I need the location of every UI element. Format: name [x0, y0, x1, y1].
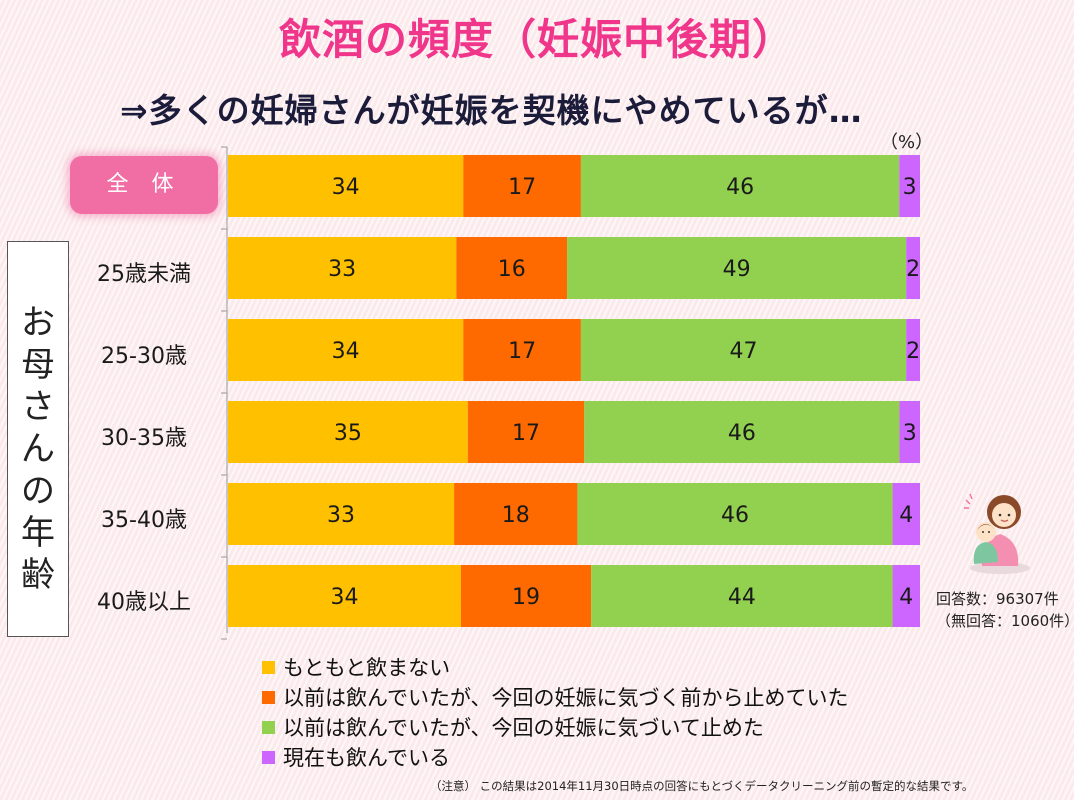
chart-legend: もともと飲まない 以前は飲んでいたが、今回の妊娠に気づく前から止めていた 以前は…	[262, 652, 849, 772]
legend-label: 以前は飲んでいたが、今回の妊娠に気づく前から止めていた	[283, 686, 849, 710]
chart-title: 飲酒の頻度（妊娠中後期）	[278, 15, 795, 64]
bar-segment	[228, 319, 464, 381]
bar-value-label: 17	[512, 421, 540, 446]
bar-segment	[228, 155, 464, 217]
bar-value-label: 3	[903, 421, 917, 446]
legend-label: 以前は飲んでいたが、今回の妊娠に気づいて止めた	[283, 716, 764, 740]
category-label-35-40: 35-40歳	[101, 508, 187, 533]
bar-segment	[454, 483, 578, 545]
bar-segment	[906, 237, 920, 299]
bar-segment	[567, 237, 907, 299]
bar-segment	[460, 565, 592, 627]
bar-value-label: 49	[723, 257, 751, 282]
bar-value-label: 34	[332, 339, 360, 364]
bar-value-label: 18	[502, 503, 530, 528]
category-label-all: 全 体	[70, 156, 218, 214]
legend-item: もともと飲まない	[262, 652, 849, 682]
bar-segment	[228, 565, 461, 627]
bar-segment	[456, 237, 568, 299]
legend-label: もともと飲まない	[283, 656, 451, 680]
legend-swatch	[262, 690, 275, 704]
bar-value-label: 35	[334, 421, 362, 446]
bar-segment	[892, 483, 920, 545]
bar-segment	[228, 401, 468, 463]
legend-swatch	[262, 720, 275, 734]
bar-segment	[463, 319, 581, 381]
bar-segment	[591, 565, 893, 627]
footnote: （注意） この結果は2014年11月30日時点の回答にもとづくデータクリーニング…	[430, 779, 974, 793]
bar-value-label: 2	[906, 339, 920, 364]
response-count: 回答数：96307件	[936, 590, 1059, 608]
legend-label: 現在も飲んでいる	[283, 746, 450, 770]
bar-segment	[580, 319, 907, 381]
bar-value-label: 4	[899, 585, 913, 610]
category-label-25-30: 25-30歳	[101, 344, 187, 369]
bar-value-label: 4	[899, 503, 913, 528]
bar-value-label: 34	[330, 585, 358, 610]
bar-value-label: 34	[332, 175, 360, 200]
chart-subtitle: ⇒多くの妊婦さんが妊娠を契機にやめているが…	[120, 91, 863, 130]
legend-swatch	[262, 660, 275, 674]
bar-value-label: 17	[508, 339, 536, 364]
bar-segment	[899, 155, 920, 217]
bar-value-label: 17	[508, 175, 536, 200]
legend-swatch	[262, 750, 275, 764]
bar-segment	[584, 401, 900, 463]
bar-value-label: 33	[327, 503, 355, 528]
bar-value-label: 46	[728, 421, 756, 446]
bar-value-label: 16	[498, 257, 526, 282]
bar-value-label: 3	[903, 175, 917, 200]
category-label-under25: 25歳未満	[97, 262, 191, 287]
unit-label: （%）	[880, 132, 934, 153]
bar-segment	[892, 565, 920, 627]
bar-segment	[906, 319, 920, 381]
bar-segment	[463, 155, 581, 217]
bar-segment	[228, 483, 455, 545]
bar-value-label: 19	[512, 585, 540, 610]
age-group-box: お母さんの年齢	[7, 241, 69, 637]
category-label-30-35: 30-35歳	[101, 426, 187, 451]
bar-value-label: 46	[726, 175, 754, 200]
age-group-label: お母さんの年齢	[21, 303, 55, 595]
bar-segment	[899, 401, 920, 463]
no-response-count: （無回答：1060件）	[936, 612, 1074, 630]
bar-segment	[228, 237, 457, 299]
bar-segment	[577, 483, 893, 545]
response-count-block: 回答数：96307件 （無回答：1060件）	[936, 588, 1074, 632]
legend-item: 以前は飲んでいたが、今回の妊娠に気づいて止めた	[262, 712, 849, 742]
bar-value-label: 33	[328, 257, 356, 282]
bar-value-label: 44	[728, 585, 756, 610]
legend-item: 現在も飲んでいる	[262, 742, 849, 772]
mother-baby-illustration	[960, 486, 1038, 580]
bar-value-label: 2	[906, 257, 920, 282]
legend-item: 以前は飲んでいたが、今回の妊娠に気づく前から止めていた	[262, 682, 849, 712]
category-label-40plus: 40歳以上	[97, 590, 191, 615]
bar-value-label: 47	[730, 339, 758, 364]
bar-segment	[467, 401, 585, 463]
bar-value-label: 46	[721, 503, 749, 528]
bar-segment	[580, 155, 900, 217]
